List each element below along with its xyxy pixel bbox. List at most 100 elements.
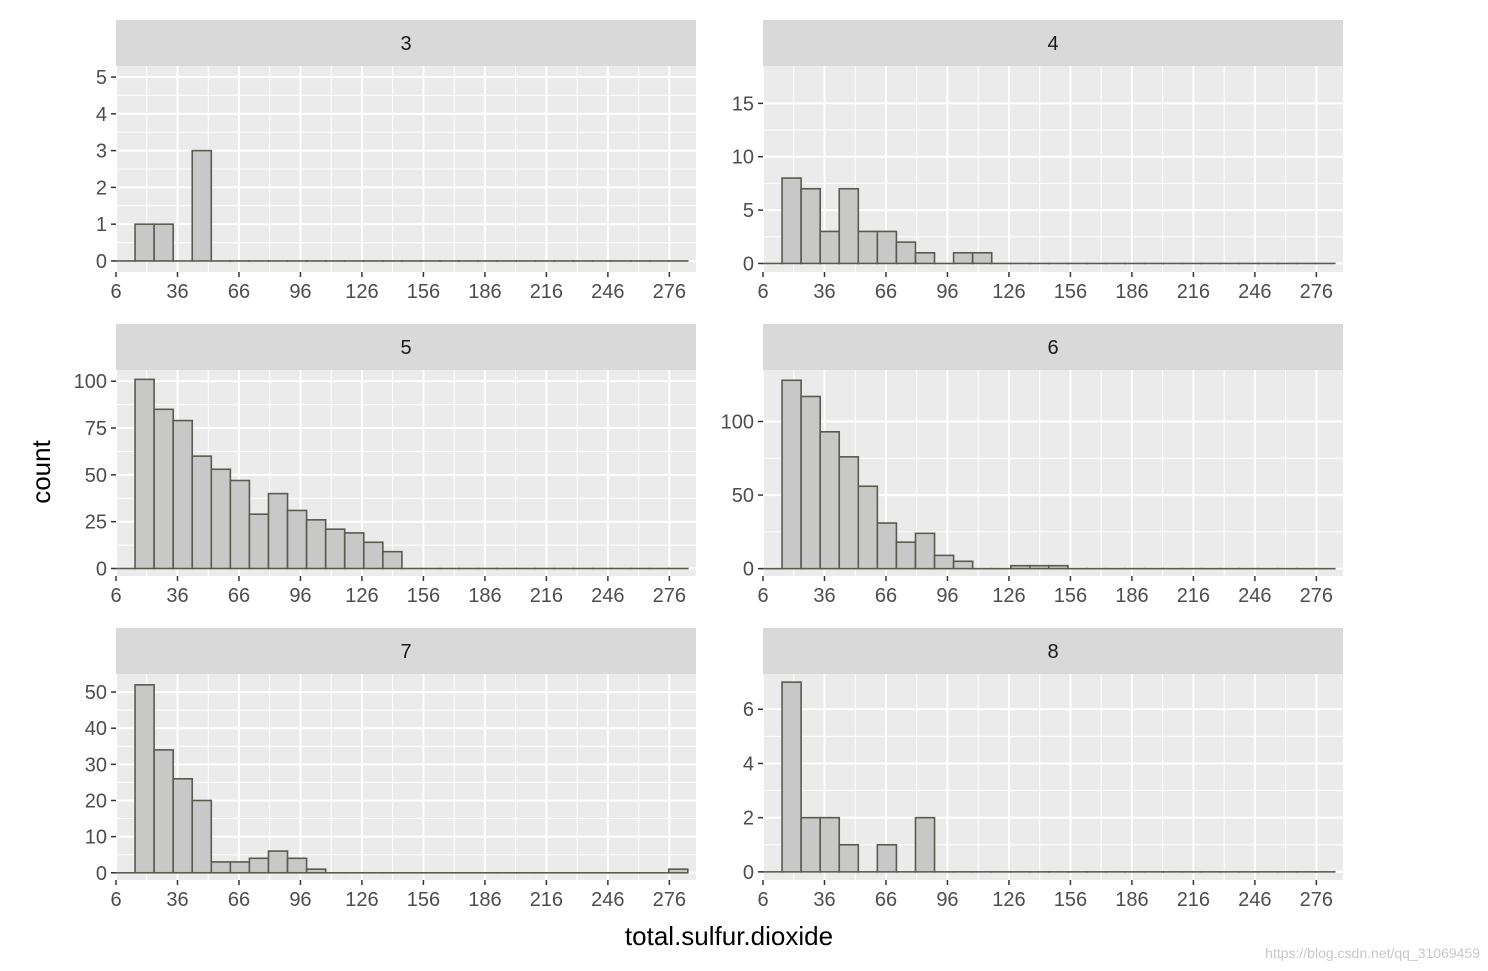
x-tick-label: 276 <box>1300 585 1333 607</box>
x-tick-label: 216 <box>530 889 563 911</box>
x-tick-label: 276 <box>653 281 686 303</box>
histogram-bar <box>781 379 802 570</box>
y-tick-label: 2 <box>743 808 754 830</box>
histogram-bar <box>667 868 689 874</box>
y-tick-label: 2 <box>96 177 107 199</box>
histogram-bar <box>838 456 860 570</box>
histogram-bar <box>229 479 251 570</box>
x-tick-label: 66 <box>875 889 897 911</box>
x-tick-label: 6 <box>757 585 768 607</box>
x-tick-label: 246 <box>591 889 624 911</box>
histogram-bar <box>343 532 365 570</box>
y-tick-label: 10 <box>85 827 107 849</box>
y-tick-label: 6 <box>743 699 754 721</box>
y-tick-label: 0 <box>96 251 107 273</box>
y-tick-label: 50 <box>85 465 107 487</box>
x-tick-label: 216 <box>530 585 563 607</box>
facet-strip <box>763 628 1343 674</box>
y-tick-label: 5 <box>743 200 754 222</box>
histogram-bar <box>1029 564 1050 570</box>
y-tick-label: 0 <box>743 253 754 275</box>
facet-3: 3 0 1 2 3 4 5 6 36 66 96 126 156 186 216 246 276 <box>96 20 696 303</box>
histogram-bar <box>800 816 821 873</box>
x-tick-label: 186 <box>468 585 501 607</box>
histogram-bar <box>952 560 974 570</box>
facet-strip-label: 3 <box>400 33 411 55</box>
histogram-bar <box>305 519 327 570</box>
histogram-bar <box>781 681 802 873</box>
x-tick-label: 126 <box>345 585 378 607</box>
histogram-bar <box>191 799 213 874</box>
x-tick-label: 246 <box>591 281 624 303</box>
histogram-bar <box>895 541 917 570</box>
y-tick-label: 4 <box>743 753 754 775</box>
x-tick-label: 126 <box>992 585 1025 607</box>
y-tick-label: 100 <box>74 371 107 393</box>
histogram-bar <box>800 395 821 570</box>
histogram-bar <box>267 850 289 874</box>
facet-strip-label: 4 <box>1047 33 1058 55</box>
x-tick-label: 246 <box>591 585 624 607</box>
x-tick-label: 96 <box>289 889 311 911</box>
histogram-bar <box>362 541 384 570</box>
watermark-text: https://blog.csdn.net/qq_31069459 <box>1265 945 1480 961</box>
x-tick-label: 156 <box>407 585 440 607</box>
histogram-bar <box>248 857 270 874</box>
x-tick-label: 156 <box>407 281 440 303</box>
x-tick-label: 186 <box>1115 889 1148 911</box>
x-tick-label: 186 <box>1115 585 1148 607</box>
y-tick-label: 0 <box>743 862 754 884</box>
facet-strip-label: 5 <box>400 337 411 359</box>
histogram-bar <box>134 684 155 874</box>
y-tick-label: 100 <box>721 412 754 434</box>
x-tick-label: 156 <box>1054 585 1087 607</box>
x-tick-label: 6 <box>757 889 768 911</box>
x-tick-label: 66 <box>228 585 250 607</box>
x-tick-label: 96 <box>936 281 958 303</box>
x-tick-label: 156 <box>1054 281 1087 303</box>
x-tick-label: 6 <box>110 281 121 303</box>
x-tick-label: 186 <box>468 889 501 911</box>
x-tick-label: 36 <box>813 585 835 607</box>
x-tick-label: 186 <box>468 281 501 303</box>
y-tick-label: 15 <box>732 93 754 115</box>
x-tick-label: 96 <box>289 281 311 303</box>
x-axis-title: total.sulfur.dioxide <box>625 921 833 951</box>
histogram-bar <box>153 408 174 570</box>
histogram-bar <box>172 419 194 570</box>
histogram-bar <box>191 455 213 570</box>
histogram-bar <box>134 223 155 262</box>
x-tick-label: 186 <box>1115 281 1148 303</box>
facet-strip <box>116 20 696 66</box>
histogram-bar <box>876 843 898 873</box>
x-tick-label: 276 <box>1300 889 1333 911</box>
y-tick-label: 3 <box>96 141 107 163</box>
x-tick-label: 246 <box>1238 889 1271 911</box>
histogram-bar <box>857 230 879 265</box>
facet-strip-label: 7 <box>400 641 411 663</box>
histogram-bar <box>153 223 174 262</box>
histogram-bar <box>1048 564 1069 570</box>
histogram-bar <box>229 861 251 874</box>
histogram-bar <box>952 251 974 265</box>
x-tick-label: 66 <box>875 281 897 303</box>
y-tick-label: 40 <box>85 718 107 740</box>
facet-7: 7 0 10 20 30 40 50 6 36 66 96 126 156 186 216 246 276 <box>85 628 696 911</box>
x-tick-label: 246 <box>1238 585 1271 607</box>
histogram-bar <box>914 532 936 570</box>
x-tick-label: 126 <box>345 281 378 303</box>
x-tick-label: 156 <box>407 889 440 911</box>
histogram-bar <box>305 868 327 874</box>
y-tick-label: 50 <box>732 485 754 507</box>
histogram-bar <box>324 528 346 570</box>
histogram-bar <box>210 861 232 874</box>
x-tick-label: 36 <box>166 281 188 303</box>
x-tick-label: 156 <box>1054 889 1087 911</box>
histogram-bar <box>191 149 213 262</box>
histogram-bar <box>1009 564 1031 570</box>
histogram-bar <box>857 485 879 570</box>
histogram-bar <box>134 378 155 570</box>
x-tick-label: 276 <box>653 889 686 911</box>
x-tick-label: 216 <box>530 281 563 303</box>
